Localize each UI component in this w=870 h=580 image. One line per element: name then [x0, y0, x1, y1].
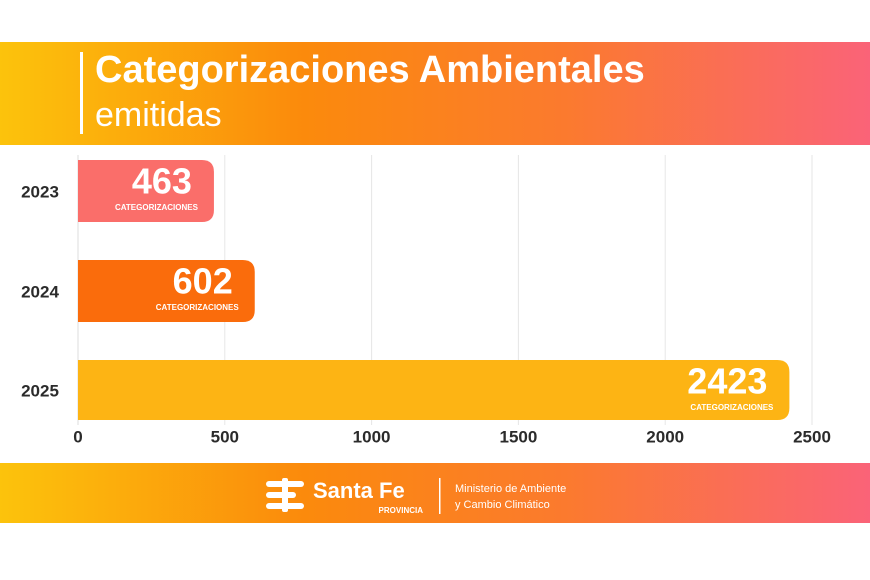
value-label: 2423 [687, 361, 767, 402]
x-tick-label: 2000 [646, 427, 684, 446]
y-tick-label: 2025 [21, 381, 59, 400]
x-tick-label: 1000 [353, 427, 391, 446]
footer-separator [439, 478, 441, 514]
bar [78, 360, 790, 420]
x-tick-label: 2500 [793, 427, 831, 446]
value-label: 463 [132, 161, 192, 202]
x-tick-label: 500 [211, 427, 239, 446]
header-rule [80, 52, 83, 134]
footer-band [0, 463, 870, 523]
bar [78, 260, 255, 322]
logo-mark [266, 478, 304, 512]
header-band [0, 42, 870, 145]
x-tick-label: 0 [73, 427, 82, 446]
value-unit-label: CATEGORIZACIONES [156, 303, 240, 312]
chart-title: Categorizaciones Ambientales [95, 49, 645, 91]
x-tick-label: 1500 [499, 427, 537, 446]
brand-sub: PROVINCIA [379, 506, 424, 515]
ministry-line: Ministerio de Ambiente [455, 483, 566, 495]
y-tick-label: 2023 [21, 182, 59, 201]
value-unit-label: CATEGORIZACIONES [690, 403, 774, 412]
ministry-line: y Cambio Climático [455, 499, 550, 511]
value-label: 602 [173, 261, 233, 302]
brand: Santa Fe [313, 478, 405, 503]
chart-subtitle: emitidas [95, 96, 222, 134]
bar [78, 160, 214, 222]
value-unit-label: CATEGORIZACIONES [115, 203, 199, 212]
y-tick-label: 2024 [21, 282, 59, 301]
